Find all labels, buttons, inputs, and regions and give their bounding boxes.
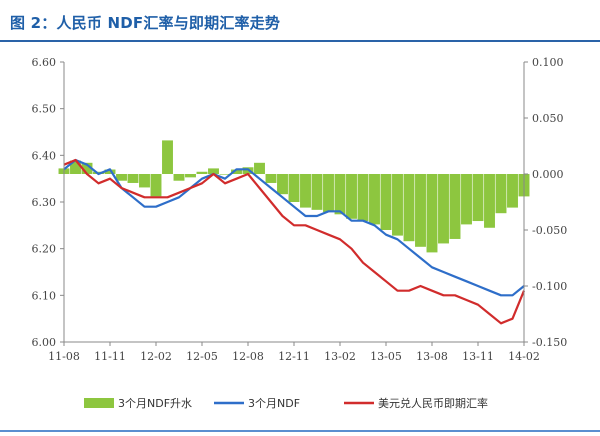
- swap-bar: [323, 174, 334, 213]
- right-tick-label: -0.100: [532, 280, 567, 293]
- left-tick-label: 6.00: [32, 336, 57, 349]
- legend-label: 3个月NDF: [248, 397, 300, 410]
- swap-bar: [507, 174, 518, 208]
- x-tick-label: 12-02: [140, 350, 172, 363]
- swap-bar: [357, 174, 369, 222]
- swap-bar: [70, 160, 81, 174]
- swap-bar: [449, 174, 461, 239]
- left-tick-label: 6.60: [32, 56, 57, 69]
- swap-bar: [346, 174, 357, 219]
- x-tick-label: 13-08: [416, 350, 448, 363]
- left-tick-label: 6.10: [32, 289, 57, 302]
- swap-bar: [277, 174, 288, 195]
- spot-line: [63, 158, 526, 325]
- x-tick-label: 14-02: [508, 350, 540, 363]
- x-tick-label: 12-05: [186, 350, 218, 363]
- swap-bar: [127, 174, 139, 183]
- bottom-divider: [0, 430, 600, 432]
- swap-bar: [403, 174, 415, 242]
- ndf-line: [63, 158, 525, 297]
- left-tick-label: 6.50: [32, 103, 57, 116]
- swap-bar: [81, 162, 93, 174]
- swap-bar: [415, 174, 426, 247]
- swap-bar: [369, 174, 380, 225]
- right-tick-label: -0.050: [532, 224, 567, 237]
- left-tick-label: 6.30: [32, 196, 57, 209]
- left-tick-label: 6.40: [32, 149, 57, 162]
- swap-bar: [265, 174, 277, 183]
- swap-bar: [311, 174, 323, 210]
- right-tick-label: 0.050: [532, 112, 564, 125]
- legend-swatch-area: [84, 398, 114, 408]
- swap-bar: [116, 174, 127, 181]
- swap-bar: [104, 169, 116, 174]
- swap-bar: [300, 174, 311, 208]
- right-tick-label: -0.150: [532, 336, 567, 349]
- title-divider: [0, 40, 600, 42]
- swap-bar: [288, 174, 300, 202]
- chart-title: 图 2：人民币 NDF汇率与即期汇率走势: [10, 14, 281, 32]
- swap-bar: [150, 174, 162, 197]
- right-tick-label: 0.000: [532, 168, 564, 181]
- swap-bar: [484, 174, 495, 228]
- x-tick-label: 13-02: [324, 350, 356, 363]
- swap-bar: [185, 174, 196, 178]
- legend-label: 美元兑人民币即期汇率: [378, 396, 488, 410]
- swap-bar: [162, 140, 173, 174]
- x-tick-label: 11-08: [48, 350, 80, 363]
- swap-bar: [173, 174, 185, 181]
- swap-bar: [196, 171, 208, 174]
- swap-bar: [254, 162, 265, 174]
- x-tick-label: 13-05: [370, 350, 402, 363]
- left-tick-label: 6.20: [32, 243, 57, 256]
- swap-bar: [139, 174, 150, 188]
- x-tick-label: 12-11: [278, 350, 310, 363]
- swap-bar: [426, 174, 438, 253]
- x-tick-label: 11-11: [94, 350, 126, 363]
- swap-bar: [495, 174, 507, 214]
- swap-bar: [380, 174, 392, 230]
- swap-bar: [461, 174, 472, 225]
- swap-bar: [392, 174, 403, 236]
- swap-bar: [219, 174, 231, 175]
- right-tick-label: 0.100: [532, 56, 564, 69]
- legend-label: 3个月NDF升水: [118, 397, 192, 410]
- swap-bar: [472, 174, 484, 222]
- swap-bar: [208, 168, 219, 174]
- x-tick-label: 13-11: [462, 350, 494, 363]
- swap-bar: [231, 169, 242, 174]
- x-tick-label: 12-08: [232, 350, 264, 363]
- swap-bar: [334, 174, 346, 215]
- swap-bar: [438, 174, 449, 244]
